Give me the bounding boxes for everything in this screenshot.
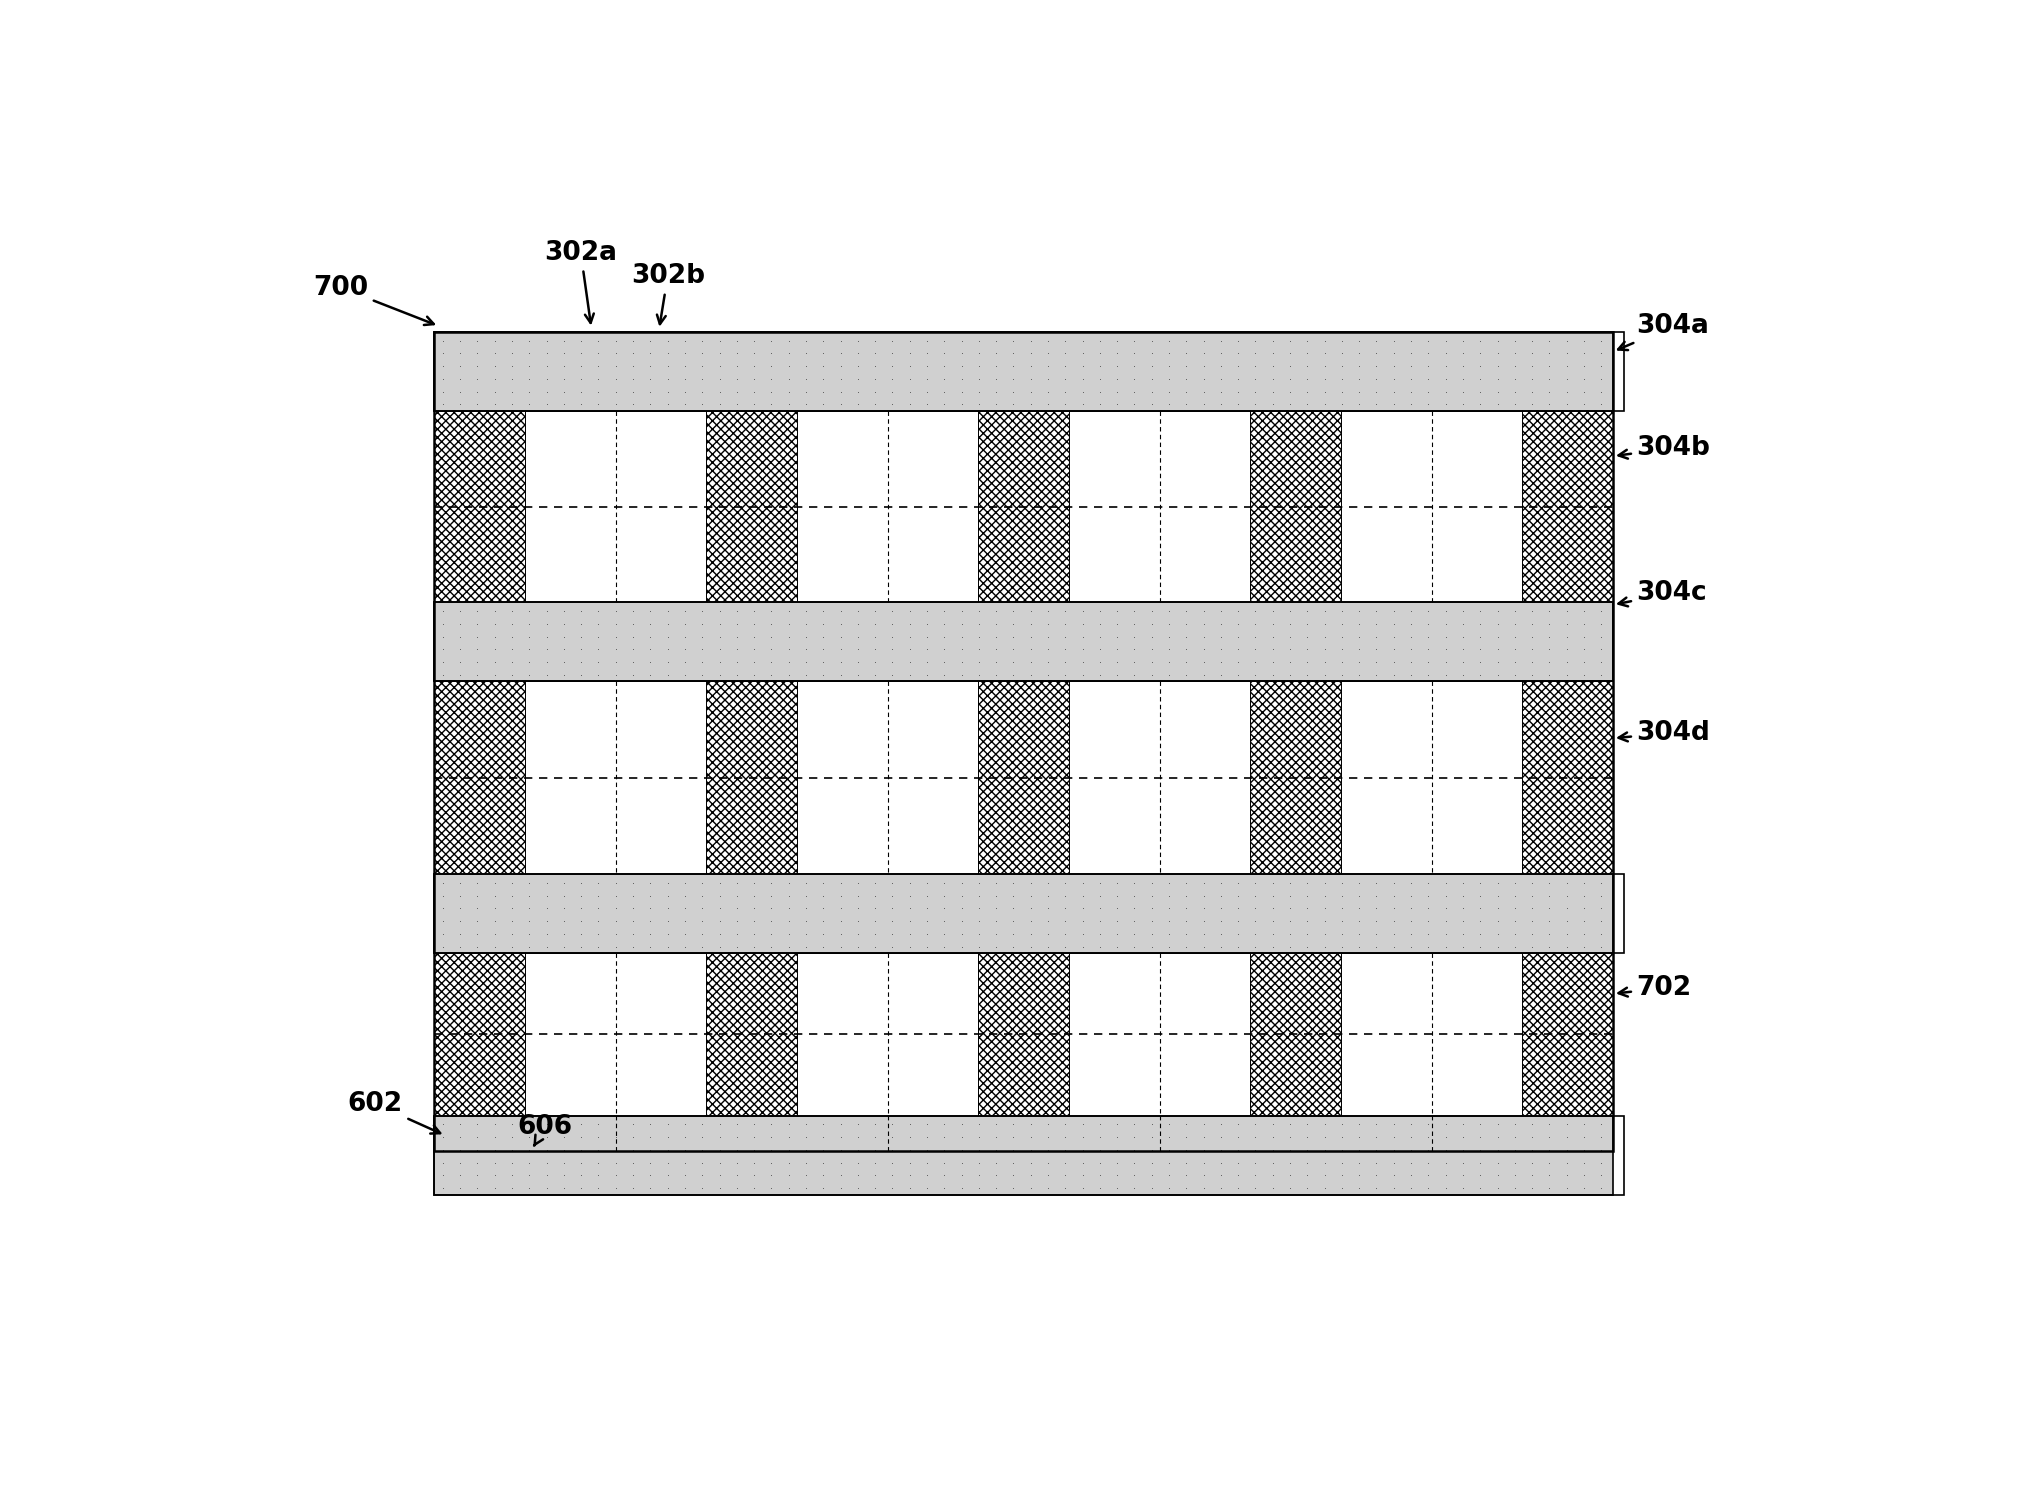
Bar xyxy=(797,410,977,603)
Bar xyxy=(434,332,1624,410)
Bar xyxy=(797,953,977,1116)
Bar xyxy=(977,1116,1069,1151)
Bar xyxy=(525,682,706,875)
Bar xyxy=(1523,682,1612,875)
Bar xyxy=(1069,682,1251,875)
Text: 702: 702 xyxy=(1618,976,1691,1001)
Text: 304d: 304d xyxy=(1618,719,1710,745)
Bar xyxy=(434,875,1612,953)
Bar xyxy=(1251,682,1341,875)
Bar xyxy=(434,682,525,875)
Bar xyxy=(1523,410,1612,603)
Text: 302a: 302a xyxy=(544,240,617,323)
Bar xyxy=(797,682,977,875)
Bar xyxy=(434,953,525,1116)
Text: 304a: 304a xyxy=(1618,314,1710,350)
Bar xyxy=(977,410,1069,603)
Text: 700: 700 xyxy=(312,274,434,326)
Bar xyxy=(1069,1116,1251,1151)
Bar xyxy=(1341,682,1523,875)
Bar xyxy=(434,410,525,603)
Bar xyxy=(706,953,797,1116)
Bar xyxy=(977,682,1069,875)
Bar xyxy=(1251,953,1341,1116)
Bar xyxy=(434,332,1612,1151)
Bar xyxy=(434,1116,1612,1194)
Bar xyxy=(1069,410,1251,603)
Bar xyxy=(434,1116,1624,1194)
Bar xyxy=(706,1116,797,1151)
Text: 602: 602 xyxy=(349,1092,440,1134)
Bar xyxy=(1251,410,1341,603)
Bar xyxy=(1341,410,1523,603)
Bar xyxy=(434,875,1624,953)
Bar xyxy=(797,1116,977,1151)
Text: 606: 606 xyxy=(517,1114,572,1146)
Bar xyxy=(1341,953,1523,1116)
Bar xyxy=(1341,1116,1523,1151)
Bar xyxy=(1523,1116,1612,1151)
Text: 304c: 304c xyxy=(1618,581,1708,606)
Bar xyxy=(525,410,706,603)
Bar xyxy=(434,603,1612,682)
Bar xyxy=(1069,953,1251,1116)
Bar xyxy=(1523,953,1612,1116)
Bar xyxy=(434,332,1612,410)
Bar xyxy=(706,682,797,875)
Bar xyxy=(434,1116,525,1151)
Text: 302b: 302b xyxy=(631,264,704,324)
Text: 304b: 304b xyxy=(1618,434,1710,461)
Bar xyxy=(1251,1116,1341,1151)
Bar xyxy=(434,603,1612,682)
Bar xyxy=(706,410,797,603)
Bar xyxy=(977,953,1069,1116)
Bar xyxy=(525,953,706,1116)
Bar xyxy=(525,1116,706,1151)
